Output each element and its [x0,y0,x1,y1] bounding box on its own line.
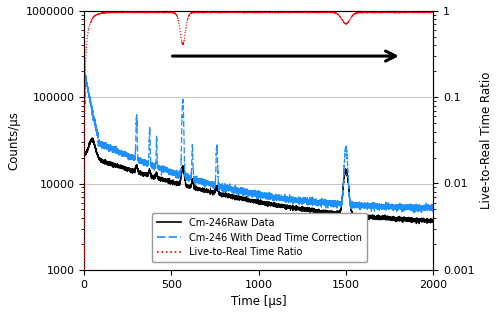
Y-axis label: Counts/μs: Counts/μs [7,111,20,170]
Legend: Cm-246Raw Data, Cm-246 With Dead Time Correction, Live-to-Real Time Ratio: Cm-246Raw Data, Cm-246 With Dead Time Co… [152,213,366,262]
X-axis label: Time [μs]: Time [μs] [231,295,286,308]
Y-axis label: Live-to-Real Time Ratio: Live-to-Real Time Ratio [480,72,493,209]
